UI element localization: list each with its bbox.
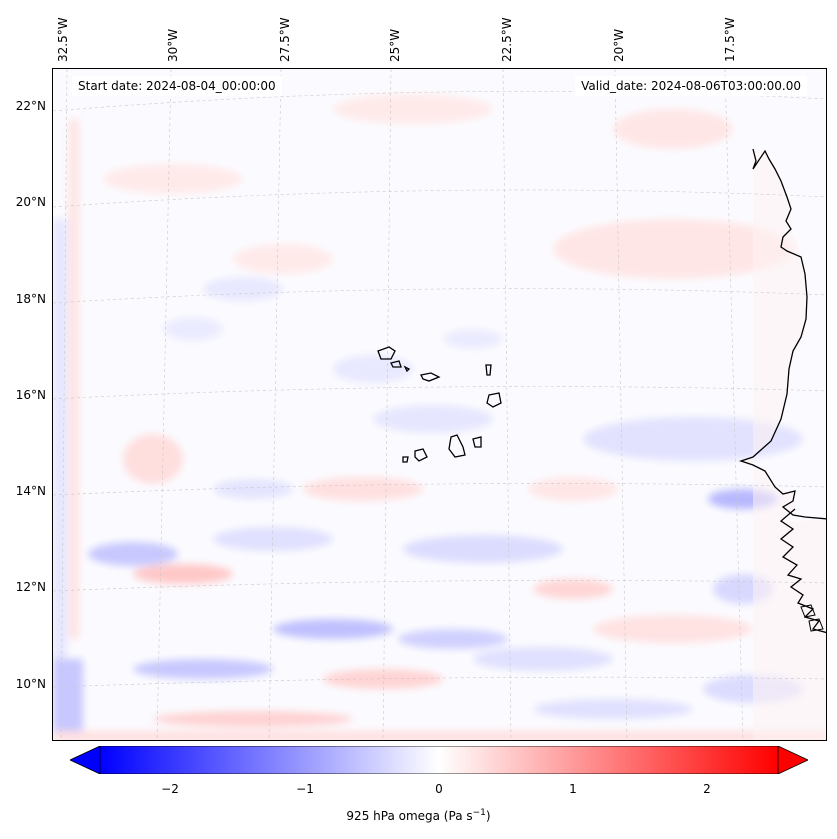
bijagos-island bbox=[800, 604, 816, 618]
lon-label-25w: 25°W bbox=[388, 28, 402, 62]
bijagos-island bbox=[808, 618, 824, 632]
island-sao-nicolau bbox=[420, 372, 441, 382]
island-santiago bbox=[448, 434, 466, 458]
colorbar-tick-minus2: −2 bbox=[161, 782, 179, 796]
lat-label-14n: 14°N bbox=[15, 484, 46, 498]
lat-label-16n: 16°N bbox=[15, 388, 46, 402]
lat-label-12n: 12°N bbox=[15, 580, 46, 594]
cape-verde-islands bbox=[377, 346, 502, 463]
africa-land bbox=[743, 149, 826, 740]
lon-label-32.5w: 32.5°W bbox=[56, 17, 70, 62]
island-maio bbox=[472, 436, 482, 448]
colorbar-tick-1: 1 bbox=[569, 782, 577, 796]
colorbar-gradient bbox=[99, 745, 779, 775]
lon-label-17.5w: 17.5°W bbox=[723, 17, 737, 62]
island-boa-vista bbox=[486, 392, 502, 408]
lon-label-22.5w: 22.5°W bbox=[500, 17, 514, 62]
lon-label-20w: 20°W bbox=[612, 28, 626, 62]
map-panel[interactable] bbox=[52, 68, 827, 741]
colorbar-svg bbox=[69, 745, 809, 778]
colorbar-tick-0: 0 bbox=[435, 782, 443, 796]
omega-field bbox=[53, 94, 826, 740]
island-brava bbox=[402, 456, 409, 463]
island-sal bbox=[485, 364, 492, 376]
graticule bbox=[53, 69, 826, 740]
valid-date-label: Valid_date: 2024-08-06T03:00:00.00 bbox=[575, 76, 807, 96]
colorbar-low-extend bbox=[69, 745, 101, 775]
lon-label-30w: 30°W bbox=[166, 28, 180, 62]
colorbar-title: 925 hPa omega (Pa s−1) bbox=[346, 808, 491, 823]
colorbar-tick-minus1: −1 bbox=[296, 782, 314, 796]
lat-label-22n: 22°N bbox=[15, 99, 46, 113]
island-sao-vicente bbox=[390, 360, 402, 368]
colorbar-tick-2: 2 bbox=[703, 782, 711, 796]
lon-label-27.5w: 27.5°W bbox=[278, 17, 292, 62]
island-fogo bbox=[414, 448, 428, 462]
colorbar-high-extend bbox=[777, 745, 809, 775]
lat-label-20n: 20°N bbox=[15, 195, 46, 209]
lat-label-18n: 18°N bbox=[15, 292, 46, 306]
island-santa-luzia bbox=[403, 365, 411, 373]
lat-label-10n: 10°N bbox=[15, 677, 46, 691]
africa-coastline-south bbox=[779, 508, 826, 634]
island-santo-antao bbox=[377, 346, 396, 360]
africa-coastline bbox=[738, 148, 826, 520]
start-date-label: Start date: 2024-08-04_00:00:00 bbox=[72, 76, 282, 96]
omega-map bbox=[53, 69, 826, 740]
colorbar bbox=[69, 745, 809, 778]
